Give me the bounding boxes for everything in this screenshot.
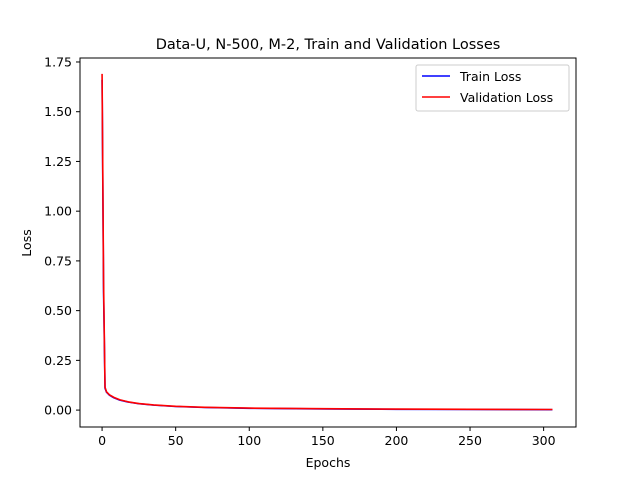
x-tick-label: 300 bbox=[532, 433, 556, 448]
y-tick-label: 0.00 bbox=[44, 403, 72, 418]
series-layer bbox=[101, 73, 553, 411]
y-tick-label: 1.50 bbox=[44, 104, 72, 119]
legend-box bbox=[415, 64, 570, 112]
plot-frame bbox=[79, 57, 577, 428]
y-tick-label: 1.25 bbox=[44, 154, 72, 169]
y-tick-label: 1.75 bbox=[44, 54, 72, 69]
y-axis-ticks: 0.00 0.25 0.50 0.75 1.00 1.25 1.50 1.75 bbox=[44, 54, 80, 418]
y-tick-label: 0.75 bbox=[44, 253, 72, 268]
x-tick-label: 50 bbox=[168, 433, 184, 448]
legend: Train Loss Validation Loss bbox=[415, 64, 570, 112]
y-tick-label: 0.25 bbox=[44, 353, 72, 368]
chart-title: Data-U, N-500, M-2, Train and Validation… bbox=[156, 37, 501, 53]
y-tick-label: 1.00 bbox=[44, 204, 72, 219]
legend-label-validation: Validation Loss bbox=[460, 90, 553, 105]
series-line-validation bbox=[101, 73, 553, 411]
legend-label-train: Train Loss bbox=[459, 69, 521, 84]
x-axis-ticks: 0 50 100 150 200 250 300 bbox=[98, 427, 556, 448]
x-tick-label: 100 bbox=[237, 433, 261, 448]
x-tick-label: 250 bbox=[458, 433, 482, 448]
x-tick-label: 150 bbox=[311, 433, 335, 448]
x-tick-label: 200 bbox=[385, 433, 409, 448]
y-tick-label: 0.50 bbox=[44, 303, 72, 318]
y-axis-label: Loss bbox=[19, 229, 34, 256]
x-axis-label: Epochs bbox=[306, 455, 351, 470]
x-tick-label: 0 bbox=[98, 433, 106, 448]
